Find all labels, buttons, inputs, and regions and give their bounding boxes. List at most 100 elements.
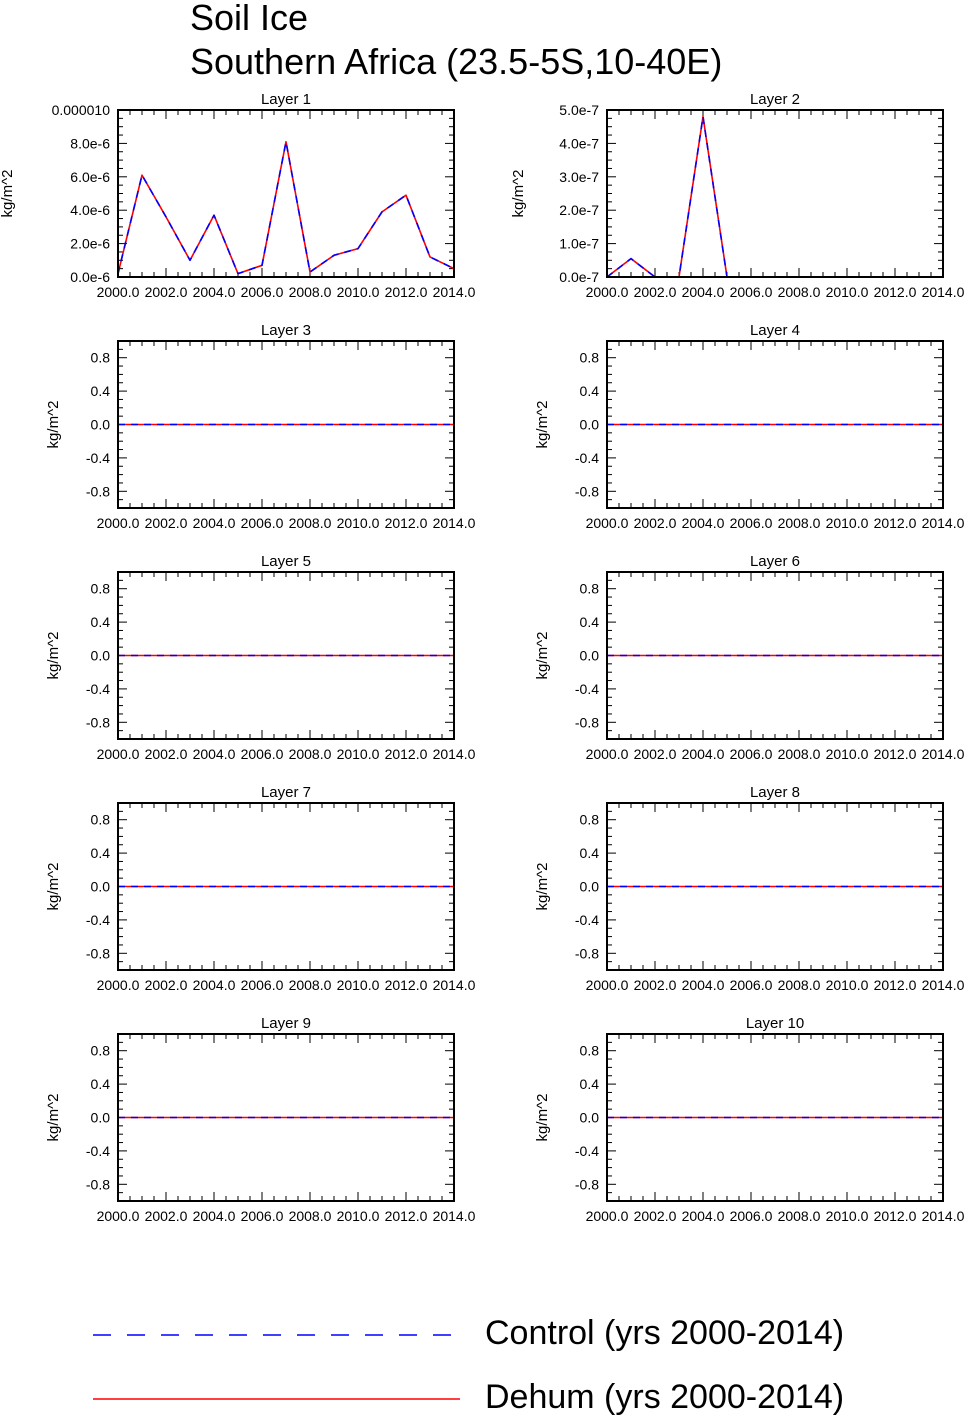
y-axis-label: kg/m^2: [45, 632, 62, 680]
y-tick-label: 0.8: [91, 812, 111, 828]
y-tick-label: 5.0e-7: [559, 102, 599, 118]
x-tick-label: 2006.0: [241, 977, 284, 993]
x-tick-label: 2004.0: [193, 977, 236, 993]
x-tick-label: 2004.0: [193, 1208, 236, 1224]
y-axis-label: kg/m^2: [45, 401, 62, 449]
x-tick-label: 2010.0: [337, 284, 380, 300]
y-tick-label: -0.8: [575, 483, 599, 499]
x-tick-label: 2002.0: [634, 746, 677, 762]
x-tick-label: 2012.0: [874, 977, 917, 993]
y-tick-label: -0.4: [575, 450, 599, 466]
x-tick-label: 2012.0: [385, 1208, 428, 1224]
x-tick-label: 2008.0: [778, 284, 821, 300]
x-tick-label: 2008.0: [778, 977, 821, 993]
y-tick-label: -0.4: [575, 681, 599, 697]
panel-layer-3: Layer 3 kg/m^2 2000.0 2002.0 2004.0 2006.0 200…: [45, 322, 476, 531]
x-tick-label: 2000.0: [97, 1208, 140, 1224]
x-tick-label: 2012.0: [385, 515, 428, 531]
x-tick-label: 2000.0: [97, 977, 140, 993]
x-tick-label: 2010.0: [337, 746, 380, 762]
x-tick-label: 2010.0: [826, 515, 869, 531]
panel-title: Layer 1: [261, 91, 311, 108]
y-tick-label: 8.0e-6: [70, 135, 110, 151]
x-tick-label: 2006.0: [241, 746, 284, 762]
x-tick-label: 2006.0: [730, 746, 773, 762]
x-tick-label: 2012.0: [385, 284, 428, 300]
y-tick-label: 0.4: [91, 845, 111, 861]
y-tick-label: 0.0: [91, 417, 111, 433]
x-tick-label: 2004.0: [193, 515, 236, 531]
x-tick-label: 2004.0: [682, 284, 725, 300]
panel-title: Layer 10: [746, 1015, 804, 1032]
y-tick-label: 0.0e-6: [70, 269, 110, 285]
figure-title-line-1: Soil Ice: [190, 0, 309, 38]
x-tick-label: 2014.0: [922, 977, 965, 993]
plot-frame: [117, 571, 455, 740]
y-tick-label: -0.8: [86, 714, 110, 730]
y-tick-label: -0.8: [86, 1176, 110, 1192]
y-tick-label: -0.8: [575, 1176, 599, 1192]
y-axis-label: kg/m^2: [534, 1094, 551, 1142]
panel-title: Layer 7: [261, 784, 311, 801]
y-tick-label: 0.0: [580, 879, 600, 895]
legend-label-dehum: Dehum (yrs 2000-2014): [485, 1378, 845, 1416]
y-tick-label: -0.4: [575, 1143, 599, 1159]
panel-layer-4: Layer 4 kg/m^2 2000.0 2002.0 2004.0 2006.0 200…: [534, 322, 965, 531]
x-tick-label: 2006.0: [241, 515, 284, 531]
panel-layer-5: Layer 5 kg/m^2 2000.0 2002.0 2004.0 2006.0 200…: [45, 553, 476, 762]
x-tick-label: 2010.0: [337, 515, 380, 531]
y-tick-label: 0.8: [91, 350, 111, 366]
plot-frame: [606, 340, 944, 509]
y-tick-label: 1.0e-7: [559, 236, 599, 252]
panel-layer-8: Layer 8 kg/m^2 2000.0 2002.0 2004.0 2006.0 200…: [534, 784, 965, 993]
y-tick-label: 0.000010: [52, 102, 111, 118]
y-tick-label: 2.0e-7: [559, 202, 599, 218]
x-tick-label: 2012.0: [874, 515, 917, 531]
x-tick-label: 2014.0: [433, 1208, 476, 1224]
plot-frame: [117, 109, 455, 278]
x-tick-label: 2012.0: [874, 1208, 917, 1224]
x-tick-label: 2012.0: [874, 284, 917, 300]
plot-frame: [606, 109, 944, 278]
x-tick-label: 2002.0: [634, 1208, 677, 1224]
y-tick-label: -0.4: [575, 912, 599, 928]
y-tick-label: 0.0: [91, 648, 111, 664]
x-tick-label: 2000.0: [97, 746, 140, 762]
series-dehum-line: [117, 140, 455, 275]
y-axis-label: kg/m^2: [45, 1094, 62, 1142]
panel-title: Layer 5: [261, 553, 311, 570]
panel-title: Layer 3: [261, 322, 311, 339]
legend: [93, 1334, 460, 1400]
x-tick-label: 2000.0: [586, 284, 629, 300]
panel-title: Layer 4: [750, 322, 800, 339]
panel-layer-1: Layer 1 kg/m^2 2000.0 2002.0 2004.0 2006.0 200…: [0, 91, 476, 300]
figure-title-line-2: Southern Africa (23.5-5S,10-40E): [190, 41, 723, 82]
panel-layer-10: Layer 10 kg/m^2 2000.0 2002.0 2004.0 2006.0 20…: [534, 1015, 965, 1224]
y-tick-label: -0.8: [86, 945, 110, 961]
x-tick-label: 2002.0: [145, 1208, 188, 1224]
y-tick-label: 0.8: [580, 812, 600, 828]
x-tick-label: 2014.0: [922, 1208, 965, 1224]
x-tick-label: 2006.0: [241, 1208, 284, 1224]
x-tick-label: 2008.0: [778, 1208, 821, 1224]
plot-frame: [606, 1033, 944, 1202]
y-tick-label: 0.0: [91, 1110, 111, 1126]
y-tick-label: 0.8: [580, 1043, 600, 1059]
panel-layer-9: Layer 9 kg/m^2 2000.0 2002.0 2004.0 2006.0 200…: [45, 1015, 476, 1224]
x-tick-label: 2010.0: [337, 977, 380, 993]
x-tick-label: 2006.0: [730, 284, 773, 300]
y-tick-label: 0.4: [580, 614, 600, 630]
panel-layer-7: Layer 7 kg/m^2 2000.0 2002.0 2004.0 2006.0 200…: [45, 784, 476, 993]
y-tick-label: 4.0e-6: [70, 202, 110, 218]
x-tick-label: 2000.0: [97, 284, 140, 300]
x-tick-label: 2004.0: [193, 284, 236, 300]
y-tick-label: 4.0e-7: [559, 135, 599, 151]
plot-frame: [117, 340, 455, 509]
panel-layer-6: Layer 6 kg/m^2 2000.0 2002.0 2004.0 2006.0 200…: [534, 553, 965, 762]
panel-layer-2: Layer 2 kg/m^2 2000.0 2002.0 2004.0 2006.0 200…: [510, 91, 965, 300]
y-tick-label: 0.8: [91, 1043, 111, 1059]
x-tick-label: 2002.0: [145, 284, 188, 300]
y-tick-label: 0.4: [91, 383, 111, 399]
y-tick-label: -0.4: [86, 912, 110, 928]
